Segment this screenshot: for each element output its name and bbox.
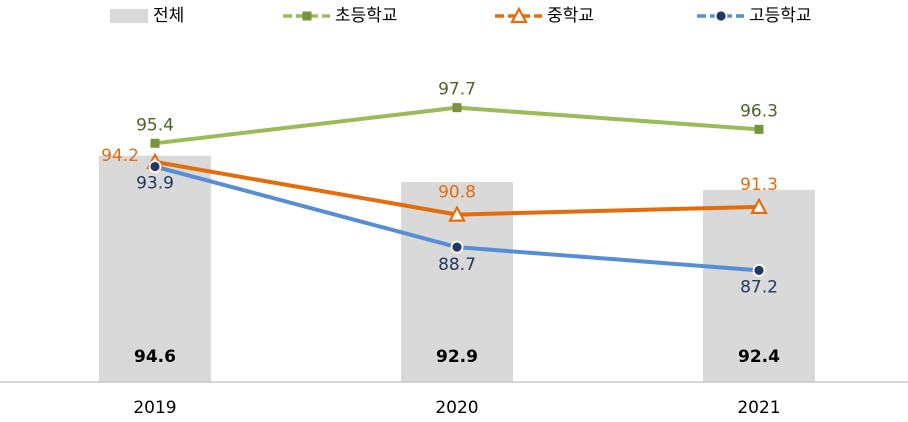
data-label: 93.9 [136,174,174,194]
marker [752,263,766,277]
marker [510,6,528,24]
bar-label: 94.6 [134,347,176,367]
marker [148,160,162,173]
data-label: 87.2 [740,277,778,297]
data-label: 96.3 [740,101,778,121]
legend-label: 중학교 [547,6,594,26]
x-tick-label: 2020 [435,398,478,418]
bar [99,155,211,382]
marker [448,205,466,222]
data-label: 88.7 [438,255,476,275]
line [154,105,760,146]
marker [150,138,160,148]
marker [450,240,464,254]
data-label: 97.7 [438,80,476,100]
bar-label: 92.4 [738,347,780,367]
marker [714,9,728,23]
marker [750,197,768,214]
x-tick-label: 2019 [133,398,176,418]
legend-label: 전체 [153,6,184,26]
legend-swatch [110,9,148,23]
legend-label: 초등학교 [335,6,398,26]
marker [302,11,312,21]
data-label: 94.2 [101,146,139,166]
legend-label: 고등학교 [749,6,812,26]
marker [452,103,462,113]
x-tick-label: 2021 [737,398,780,418]
data-label: 90.8 [438,183,476,203]
bar-label: 92.9 [436,347,478,367]
bar [703,189,815,382]
data-label: 91.3 [740,175,778,195]
marker [754,124,764,134]
data-label: 95.4 [136,115,174,135]
